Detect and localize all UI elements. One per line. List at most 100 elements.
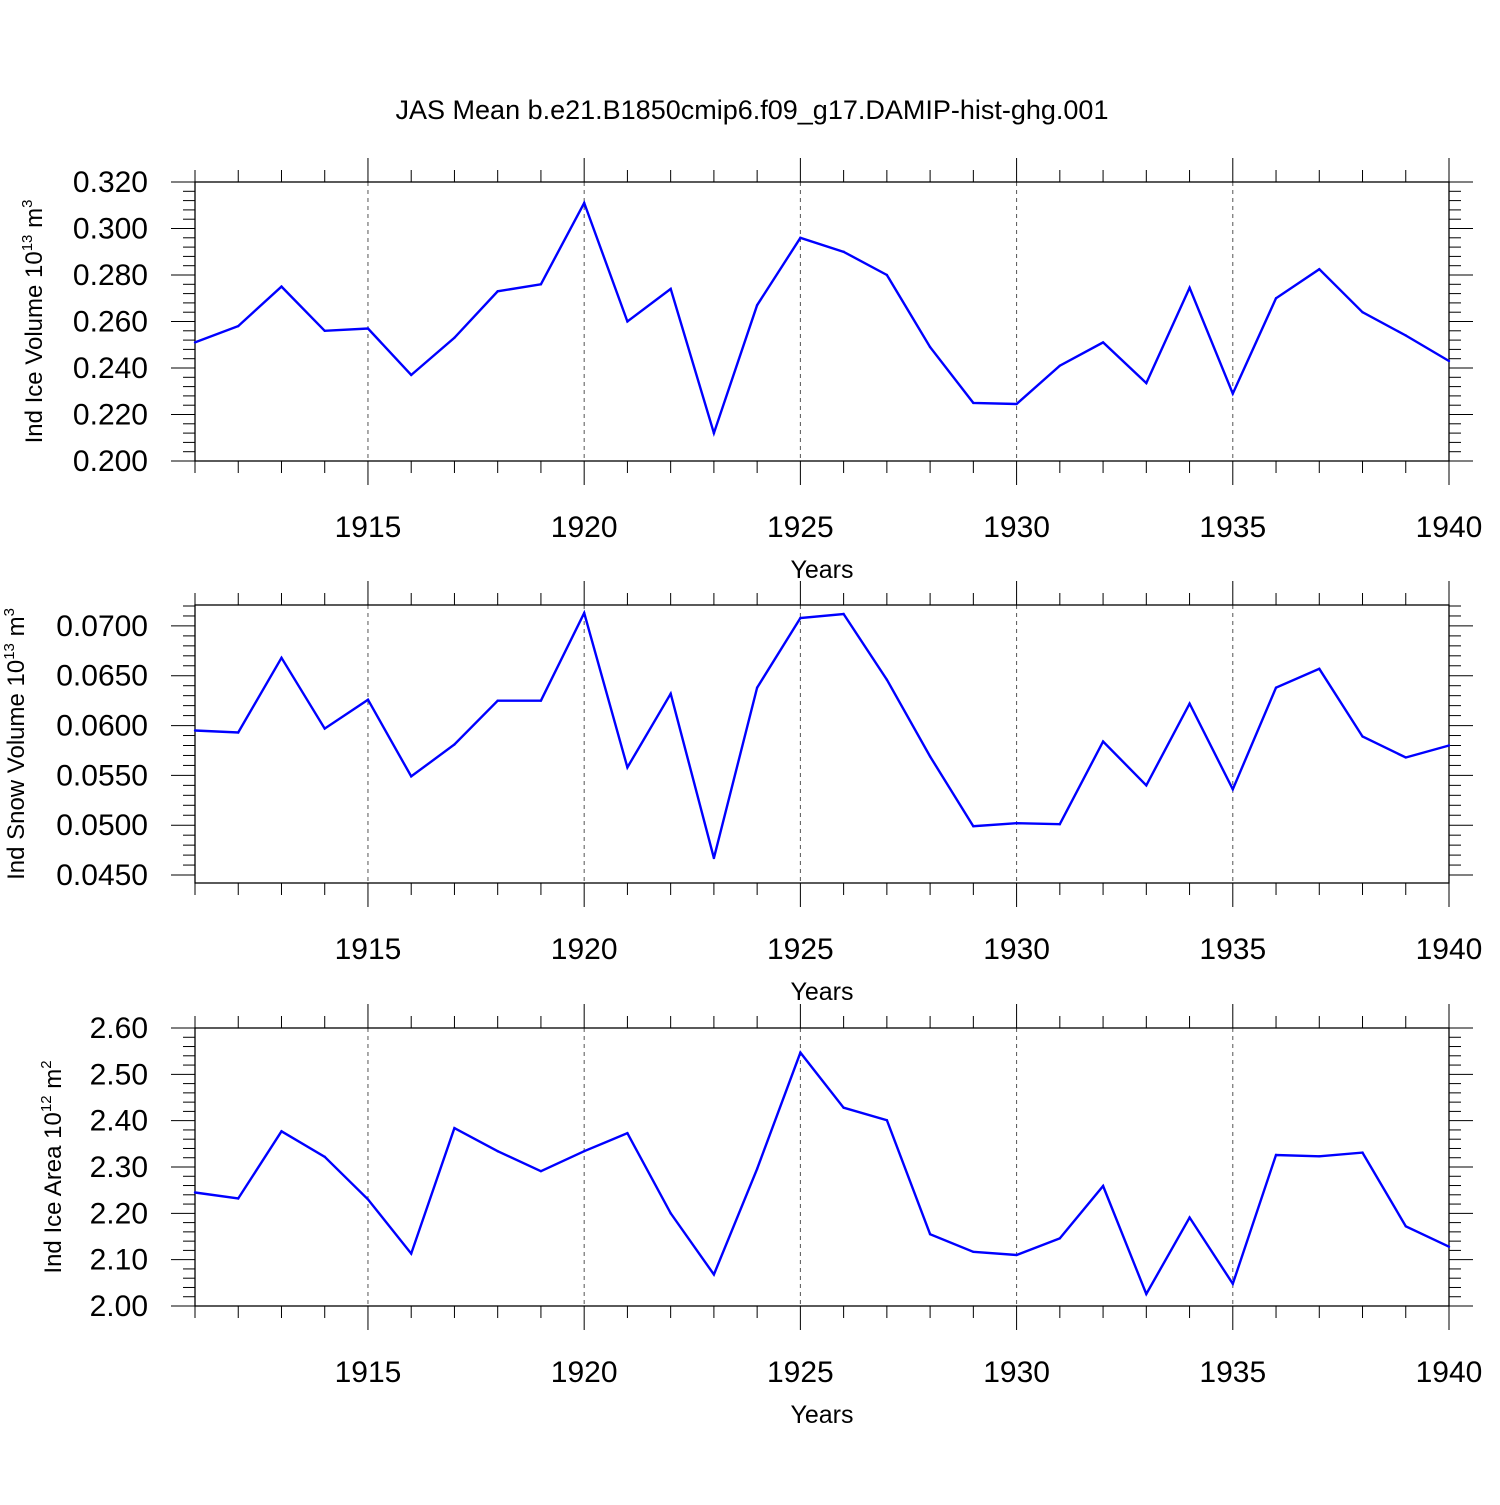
data-point bbox=[453, 336, 456, 339]
data-point bbox=[193, 729, 197, 732]
data-point bbox=[1145, 784, 1148, 787]
y-tick-label: 2.50 bbox=[90, 1058, 148, 1091]
y-tick-marks bbox=[171, 1027, 1473, 1307]
y-tick-marks bbox=[171, 181, 1473, 462]
data-point bbox=[1231, 788, 1234, 791]
data-point bbox=[453, 1126, 456, 1130]
data-point bbox=[323, 727, 326, 730]
data-point bbox=[539, 283, 543, 286]
y-axis-label: Ind Ice Volume 1013 m3 bbox=[19, 200, 48, 444]
data-point bbox=[1404, 756, 1407, 759]
y-tick-label: 2.30 bbox=[90, 1151, 148, 1184]
data-point bbox=[1447, 359, 1451, 363]
data-point bbox=[1015, 1253, 1018, 1257]
y-tick-label: 2.10 bbox=[90, 1244, 148, 1277]
data-points bbox=[193, 611, 1451, 860]
series-line bbox=[194, 1050, 1450, 1297]
data-point bbox=[410, 1252, 413, 1255]
data-point bbox=[1145, 1292, 1148, 1296]
y-axis-label: Ind Snow Volume 1013 m3 bbox=[1, 608, 30, 880]
data-point bbox=[496, 699, 499, 702]
y-tick-label: 2.40 bbox=[90, 1105, 148, 1138]
data-point bbox=[237, 731, 240, 734]
data-point bbox=[1361, 1151, 1364, 1154]
data-point bbox=[366, 1198, 370, 1201]
data-point bbox=[1188, 286, 1191, 289]
x-tick-label: 1925 bbox=[767, 933, 834, 966]
data-point bbox=[1231, 1282, 1234, 1285]
y-tick-label: 0.200 bbox=[73, 445, 148, 478]
data-point bbox=[1101, 740, 1105, 743]
x-tick-label: 1920 bbox=[551, 511, 618, 544]
data-point bbox=[755, 1167, 759, 1171]
data-point bbox=[1274, 1153, 1278, 1157]
data-point bbox=[539, 1169, 543, 1173]
data-point bbox=[928, 755, 932, 758]
data-point bbox=[366, 698, 370, 701]
y-tick-label: 0.240 bbox=[73, 352, 148, 385]
data-point bbox=[755, 686, 759, 689]
data-point bbox=[1318, 267, 1321, 271]
data-points bbox=[193, 201, 1451, 435]
data-point bbox=[712, 1273, 716, 1276]
data-point bbox=[842, 612, 845, 616]
data-point bbox=[669, 1212, 672, 1215]
data-point bbox=[539, 699, 543, 702]
x-tick-label: 1940 bbox=[1416, 1356, 1483, 1389]
data-point bbox=[755, 304, 759, 307]
x-tick-label: 1915 bbox=[335, 1356, 402, 1389]
data-point bbox=[1058, 1237, 1062, 1240]
x-tick-label: 1935 bbox=[1199, 1356, 1266, 1389]
data-point bbox=[280, 285, 283, 288]
x-tick-label: 1930 bbox=[983, 1356, 1050, 1389]
data-point bbox=[799, 236, 802, 239]
y-tick-label: 0.300 bbox=[73, 213, 148, 246]
data-point bbox=[410, 775, 413, 778]
y-tick-label: 0.320 bbox=[73, 166, 148, 199]
y-tick-label: 0.0600 bbox=[56, 710, 148, 743]
series-line bbox=[194, 609, 1450, 859]
data-point bbox=[1361, 311, 1364, 314]
data-point bbox=[237, 324, 240, 328]
y-axis-label: Ind Ice Area 1012 m2 bbox=[38, 1060, 67, 1273]
data-point bbox=[280, 656, 283, 660]
data-point bbox=[1274, 686, 1278, 689]
y-tick-label: 2.60 bbox=[90, 1012, 148, 1045]
data-point bbox=[799, 616, 802, 620]
x-tick-marks bbox=[194, 1004, 1450, 1330]
data-point bbox=[1188, 702, 1191, 705]
data-point bbox=[496, 290, 499, 293]
y-tick-label: 0.260 bbox=[73, 306, 148, 339]
y-tick-marks bbox=[171, 605, 1473, 876]
data-point bbox=[1231, 392, 1234, 395]
data-point bbox=[1404, 334, 1407, 337]
data-point bbox=[928, 345, 932, 349]
plot-frame bbox=[194, 604, 1450, 884]
data-point bbox=[1188, 1216, 1191, 1219]
data-point bbox=[582, 1150, 586, 1153]
y-tick-label: 0.0650 bbox=[56, 660, 148, 693]
x-tick-label: 1920 bbox=[551, 933, 618, 966]
data-point bbox=[410, 373, 413, 377]
y-tick-label: 0.0500 bbox=[56, 809, 148, 842]
data-point bbox=[885, 678, 889, 681]
data-point bbox=[1447, 1245, 1451, 1248]
data-point bbox=[323, 1155, 326, 1159]
panel-3: 2.00 2.10 2.20 2.30 2.40 2.50 2.60 1915 1920 1925… bbox=[38, 1004, 1482, 1429]
data-point bbox=[193, 1191, 197, 1194]
data-point bbox=[1318, 1155, 1321, 1158]
series-line bbox=[194, 199, 1450, 438]
data-point bbox=[712, 431, 716, 435]
data-point bbox=[1058, 364, 1062, 367]
data-point bbox=[972, 825, 975, 828]
x-tick-label: 1920 bbox=[551, 1356, 618, 1389]
x-tick-label: 1930 bbox=[983, 933, 1050, 966]
panel-1: 0.200 0.220 0.240 0.260 0.280 0.300 0.320 1915 1… bbox=[19, 158, 1482, 584]
x-tick-label: 1915 bbox=[335, 511, 402, 544]
x-tick-label: 1935 bbox=[1199, 511, 1266, 544]
data-point bbox=[237, 1197, 240, 1200]
data-point bbox=[712, 856, 716, 860]
data-point bbox=[1318, 667, 1321, 670]
